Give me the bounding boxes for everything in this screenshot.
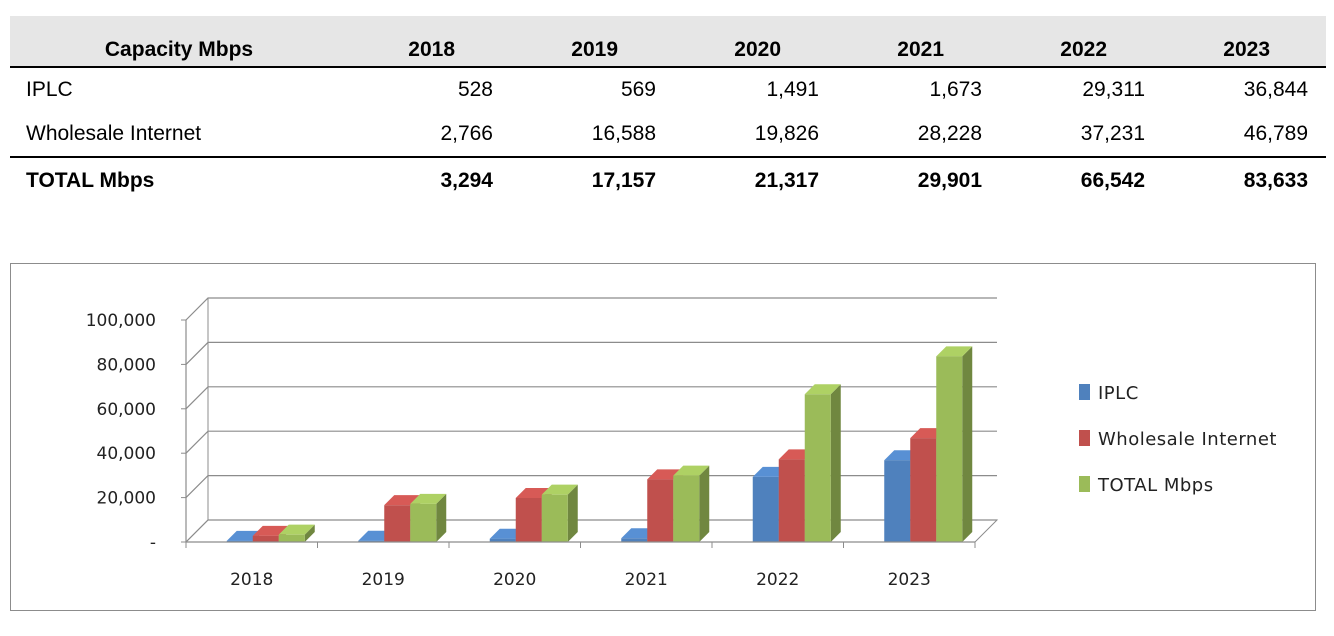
legend-item: Wholesale Internet (1079, 429, 1277, 450)
table-cell: 29,311 (1082, 78, 1145, 101)
table-cell: 19,826 (754, 122, 819, 145)
chart-bars (226, 346, 973, 542)
table-cell: 66,542 (1000, 156, 1163, 204)
header-cell-year: 2021 (837, 16, 1000, 68)
y-tick-label: - (150, 533, 156, 553)
legend-item: IPLC (1079, 383, 1139, 404)
header-cell-year: 2018 (348, 16, 511, 68)
x-tick-label: 2022 (756, 570, 799, 590)
y-tick-label: 100,000 (86, 311, 156, 331)
bar-total-mbps-2019 (410, 493, 447, 542)
x-tick-label: 2021 (625, 570, 668, 590)
capacity-table-container: Capacity Mbps 2018 2019 2020 2021 2022 2… (10, 16, 1326, 204)
legend-label: TOTAL Mbps (1097, 475, 1214, 496)
table-cell: 46,789 (1243, 122, 1308, 145)
x-tick-label: 2019 (362, 570, 405, 590)
table-cell: 569 (620, 78, 656, 101)
bar-total-mbps-2022 (804, 384, 841, 542)
table-row-total: TOTAL Mbps 3,294 17,157 21,317 29,901 66… (10, 156, 1326, 204)
table-cell: 17,157 (511, 156, 674, 204)
y-tick-label: 20,000 (97, 489, 156, 509)
bar-total-mbps-2021 (673, 465, 710, 542)
chart-axes: - 20,000 40,000 60,000 80,000 100,000 2018 2019… (86, 311, 976, 590)
capacity-table: Capacity Mbps 2018 2019 2020 2021 2022 2… (10, 16, 1326, 204)
header-cell-capacity: Capacity Mbps (10, 16, 348, 68)
x-tick-label: 2018 (230, 570, 273, 590)
legend-label: IPLC (1098, 383, 1139, 404)
row-label: TOTAL Mbps (10, 156, 348, 204)
bar-total-mbps-2018 (278, 524, 315, 542)
chart-gridlines (185, 297, 997, 543)
table-cell: 1,491 (766, 78, 819, 101)
chart-container: - 20,000 40,000 60,000 80,000 100,000 2018 2019… (10, 263, 1316, 611)
header-cell-year: 2023 (1163, 16, 1326, 68)
chart-back-wall (208, 298, 997, 520)
table-header-row: Capacity Mbps 2018 2019 2020 2021 2022 2… (10, 16, 1326, 68)
row-label: IPLC (26, 78, 73, 101)
legend-swatch (1079, 476, 1090, 492)
table-row-iplc: IPLC 528 569 1,491 1,673 29,311 36,844 (10, 67, 1326, 112)
table-cell: 29,901 (837, 156, 1000, 204)
row-label: Wholesale Internet (26, 122, 202, 145)
x-tick-label: 2023 (888, 570, 931, 590)
table-cell: 36,844 (1243, 78, 1308, 101)
table-cell: 2,766 (440, 122, 493, 145)
table-cell: 28,228 (917, 122, 982, 145)
y-tick-label: 60,000 (97, 400, 156, 420)
table-cell: 3,294 (348, 156, 511, 204)
chart-walls (184, 298, 999, 543)
legend-swatch (1079, 430, 1090, 446)
table-cell: 16,588 (591, 122, 656, 145)
table-cell: 37,231 (1080, 122, 1145, 145)
y-tick-label: 80,000 (97, 355, 156, 375)
legend-item: TOTAL Mbps (1079, 475, 1214, 496)
table-cell: 21,317 (674, 156, 837, 204)
legend-swatch (1079, 384, 1090, 400)
table-cell: 1,673 (929, 78, 982, 101)
table-cell: 83,633 (1163, 156, 1326, 204)
bar-total-mbps-2020 (541, 484, 578, 542)
legend-label: Wholesale Internet (1098, 429, 1277, 450)
table-row-wholesale: Wholesale Internet 2,766 16,588 19,826 2… (10, 112, 1326, 157)
y-tick-label: 40,000 (97, 444, 156, 464)
bar-total-mbps-2023 (936, 346, 973, 542)
header-cell-year: 2019 (511, 16, 674, 68)
capacity-bar-chart: - 20,000 40,000 60,000 80,000 100,000 2018 2019… (86, 297, 1277, 590)
header-cell-year: 2022 (1000, 16, 1163, 68)
chart-legend: IPLC Wholesale Internet TOTAL Mbps (1079, 383, 1277, 496)
header-cell-year: 2020 (674, 16, 837, 68)
table-cell: 528 (457, 78, 493, 101)
x-tick-label: 2020 (493, 570, 536, 590)
